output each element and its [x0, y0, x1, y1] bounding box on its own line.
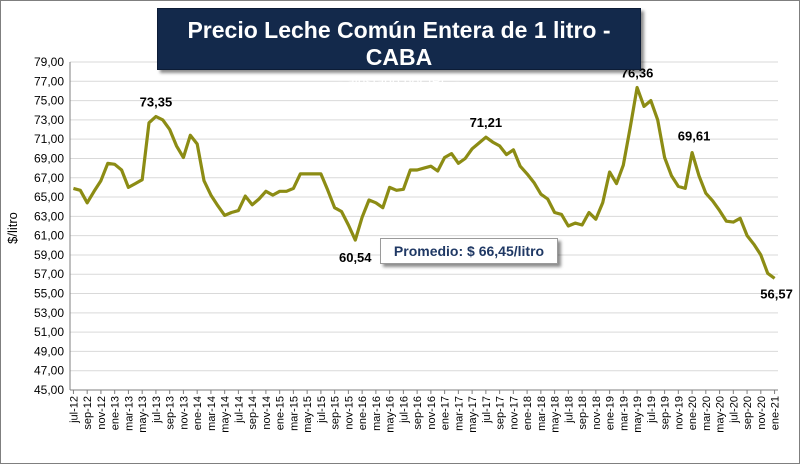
- x-tick-label: jul-20: [728, 396, 740, 424]
- y-tick-label: 57,00: [34, 267, 64, 281]
- x-tick-label: nov-13: [178, 396, 190, 430]
- y-axis-label: $/litro: [5, 212, 20, 244]
- x-tick-label: ene-18: [522, 396, 534, 430]
- x-tick-label: ene-20: [687, 396, 699, 430]
- y-tick-label: 65,00: [34, 190, 64, 204]
- x-tick-label: nov-19: [673, 396, 685, 430]
- x-tick-label: may-15: [302, 396, 314, 433]
- x-tick-label: mar-19: [618, 396, 630, 431]
- x-tick-label: ene-17: [440, 396, 452, 430]
- y-tick-label: 55,00: [34, 287, 64, 301]
- x-tick-label: nov-12: [96, 396, 108, 430]
- series-line: [72, 85, 776, 280]
- x-tick-label: may-16: [385, 396, 397, 433]
- y-tick-label: 49,00: [34, 344, 64, 358]
- x-tick-label: may-17: [467, 396, 479, 433]
- x-tick-label: jul-12: [68, 396, 80, 424]
- data-label: 60,54: [339, 250, 372, 265]
- title-box: Precio Leche Común Entera de 1 litro - C…: [157, 8, 641, 89]
- data-label: 73,35: [140, 95, 173, 110]
- x-tick-label: jul-19: [646, 396, 658, 424]
- x-tick-label: mar-15: [288, 396, 300, 431]
- x-tick-label: mar-13: [123, 396, 135, 431]
- y-tick-label: 71,00: [34, 132, 64, 146]
- x-tick-label: mar-18: [536, 396, 548, 431]
- x-tick-label: jul-16: [398, 396, 410, 424]
- x-tick-label: may-19: [632, 396, 644, 433]
- y-tick-label: 63,00: [34, 209, 64, 223]
- x-tick-label: nov-20: [756, 396, 768, 430]
- x-tick-label: may-14: [220, 396, 232, 433]
- x-tick-label: sep-18: [577, 396, 589, 430]
- x-tick-label: ene-21: [770, 396, 782, 430]
- x-tick-label: sep-16: [412, 396, 424, 430]
- x-tick-label: nov-17: [508, 396, 520, 430]
- chart-subtitle: - ajustado por IPC -: [338, 73, 460, 89]
- y-axis-ticks: 45,00 47,00 49,00 51,00 53,00 55,00 57,00 59,00…: [34, 55, 64, 397]
- x-tick-label: ene-14: [192, 396, 204, 430]
- x-tick-label: nov-16: [426, 396, 438, 430]
- x-tick-label: ene-16: [357, 396, 369, 430]
- y-tick-label: 73,00: [34, 113, 64, 127]
- y-tick-label: 69,00: [34, 151, 64, 165]
- x-tick-label: may-20: [715, 396, 727, 433]
- y-tick-label: 77,00: [34, 74, 64, 88]
- x-tick-label: may-13: [137, 396, 149, 433]
- y-tick-label: 45,00: [34, 383, 64, 397]
- y-tick-label: 47,00: [34, 364, 64, 378]
- y-tick-label: 59,00: [34, 248, 64, 262]
- x-tick-label: nov-18: [591, 396, 603, 430]
- x-tick-label: ene-19: [605, 396, 617, 430]
- data-label: 71,21: [470, 115, 503, 130]
- y-tick-label: 79,00: [34, 55, 64, 69]
- data-label: 56,57: [760, 286, 793, 301]
- x-tick-label: jul-18: [563, 396, 575, 424]
- chart-title: Precio Leche Común Entera de 1 litro - C…: [187, 17, 611, 70]
- axes: [69, 62, 778, 391]
- x-tick-label: mar-20: [701, 396, 713, 431]
- x-tick-label: nov-15: [343, 396, 355, 430]
- x-tick-label: sep-15: [330, 396, 342, 430]
- data-label: 69,61: [678, 129, 711, 144]
- y-tick-label: 75,00: [34, 94, 64, 108]
- x-tick-label: nov-14: [261, 396, 273, 430]
- x-tick-label: sep-17: [495, 396, 507, 430]
- x-tick-label: sep-20: [742, 396, 754, 430]
- x-tick-label: ene-13: [110, 396, 122, 430]
- x-tick-label: sep-13: [165, 396, 177, 430]
- x-tick-label: jul-14: [233, 396, 245, 424]
- average-callout: Promedio: $ 66,45/litro: [380, 238, 558, 264]
- x-tick-label: mar-14: [206, 396, 218, 431]
- grid-lines: [70, 61, 778, 391]
- x-tick-label: jul-13: [151, 396, 163, 424]
- y-tick-label: 51,00: [34, 325, 64, 339]
- x-tick-label: jul-15: [316, 396, 328, 424]
- y-tick-label: 53,00: [34, 306, 64, 320]
- y-tick-label: 61,00: [34, 229, 64, 243]
- x-tick-label: ene-15: [275, 396, 287, 430]
- x-tick-label: mar-16: [371, 396, 383, 431]
- x-tick-label: sep-14: [247, 396, 259, 430]
- x-tick-label: jul-17: [481, 396, 493, 424]
- x-tick-label: sep-12: [82, 396, 94, 430]
- x-tick-label: may-18: [550, 396, 562, 433]
- y-tick-label: 67,00: [34, 171, 64, 185]
- x-tick-label: mar-17: [453, 396, 465, 431]
- x-tick-label: sep-19: [660, 396, 672, 430]
- x-axis-ticks: jul-12 sep-12 nov-12 ene-13 mar-13 may-13 jul-…: [68, 390, 782, 433]
